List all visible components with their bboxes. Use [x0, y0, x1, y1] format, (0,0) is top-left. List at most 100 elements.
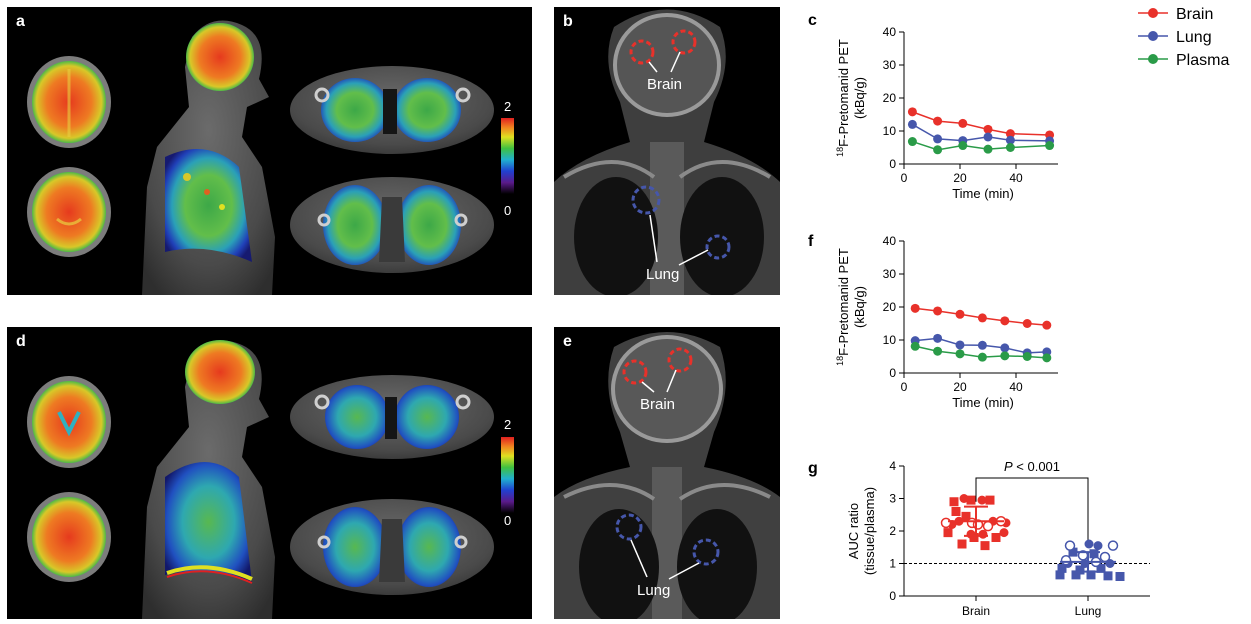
pet-panel-e: Brain Lung e — [554, 327, 780, 619]
chart-c-point-lung-4 — [1005, 135, 1015, 145]
chart-c-point-brain-2 — [958, 118, 968, 128]
chart-g-brain-circle-5 — [966, 529, 976, 539]
chart-g-brain-square-0 — [949, 497, 959, 507]
chart-c-point-plasma-1 — [933, 145, 943, 155]
roi-brain-right-e — [667, 347, 693, 373]
panel-letter-f: f — [808, 233, 814, 250]
legend-marker-lung — [1148, 31, 1158, 41]
legend-entry-plasma: Plasma — [1138, 52, 1229, 69]
panel-letter-d: d — [16, 333, 26, 350]
sagittal-lung-d — [165, 462, 252, 582]
chart-c-ylabel-unit: (kBq/g) — [852, 77, 867, 119]
chart-g-ylabel-unit: (tissue/plasma) — [862, 487, 877, 575]
panel-letter-e: e — [563, 333, 572, 350]
legend-marker-plasma — [1148, 54, 1158, 64]
chart-g-annotation-value: < 0.001 — [1013, 459, 1060, 474]
lung-label-b: Lung — [646, 266, 679, 283]
scale-max-label-d: 2 — [504, 417, 511, 432]
sagittal-brain-d — [185, 340, 255, 404]
roi-lung-right-b — [705, 234, 731, 260]
chart-g-brain-square-1 — [966, 495, 976, 505]
chart-f-ytick-label-10: 10 — [883, 333, 897, 347]
axial-lung-left-upper — [321, 78, 389, 142]
roi-brain-right-b — [671, 29, 697, 55]
chart-f-ylabel-unit: (kBq/g) — [852, 286, 867, 328]
chart-g-brain-circle-7 — [999, 528, 1009, 538]
chart-f-point-plasma-0 — [910, 341, 920, 351]
chart-c-xlabel: Time (min) — [952, 186, 1014, 201]
chart-f-point-plasma-5 — [1022, 352, 1032, 361]
chart-c-xtick-label-40: 40 — [1009, 171, 1023, 185]
chart-c-point-plasma-3 — [983, 144, 993, 154]
axial-lung-right-upper — [393, 78, 461, 142]
chart-g-significance-bracket — [975, 477, 1089, 544]
chart-c-point-brain-3 — [983, 124, 993, 134]
chart-f-point-plasma-2 — [955, 349, 965, 359]
axial-lung-left-upper-d — [325, 385, 389, 449]
chart-g-lung-square-1 — [1089, 549, 1099, 559]
chart-f-ytick-label-30: 30 — [883, 267, 897, 281]
ct-image-b: Brain Lung — [554, 9, 780, 295]
chart-c-ylabel-main: F-Pretomanid PET — [836, 39, 851, 147]
brain-label-e: Brain — [640, 396, 675, 413]
chart-c-point-plasma-2 — [958, 141, 968, 151]
chart-g-brain-square-3 — [951, 507, 961, 516]
chart-c-point-lung-0 — [907, 119, 917, 129]
legend-label-lung: Lung — [1176, 29, 1212, 46]
chart-g-ytick-label-4: 4 — [889, 459, 896, 473]
chart-c-point-lung-3 — [983, 132, 993, 142]
chart-f-ytick-label-0: 0 — [889, 366, 896, 380]
chart-g-lung-square-0 — [1068, 547, 1078, 557]
axial-lung-right-upper-d — [395, 385, 459, 449]
panel-letter-a: a — [16, 13, 25, 30]
chart-c-point-plasma-0 — [907, 137, 917, 147]
lung-label-e: Lung — [637, 582, 670, 599]
scale-min-label: 0 — [504, 203, 511, 218]
pet-image-d: 2 0 — [27, 340, 514, 619]
roi-brain-left-e — [622, 359, 648, 385]
chart-g-xtick-label-lung: Lung — [1075, 604, 1102, 618]
pet-image-a: 2 0 — [27, 20, 514, 295]
chart-g-lung-square-7 — [1086, 570, 1096, 580]
pet-panel-d: 2 0 d — [7, 327, 532, 619]
scale-min-label-d: 0 — [504, 513, 511, 528]
chart-g-lung-square-3 — [1075, 565, 1085, 575]
chart-g-annotation-p: P — [1004, 459, 1013, 474]
chart-f-ylabel-sup: 18 — [835, 356, 845, 366]
axial-brain-lower-d — [32, 497, 106, 577]
pet-panel-a: 2 0 a — [7, 7, 532, 295]
chart-g-annotation: P < 0.001 — [1004, 459, 1060, 474]
chart-f-point-brain-4 — [1000, 316, 1010, 326]
roi-lung-left-b — [631, 185, 661, 215]
chart-g-lung-square-5 — [1055, 570, 1065, 580]
chart-g-lung-square-6 — [1071, 570, 1081, 580]
legend-entry-brain: Brain — [1138, 6, 1213, 23]
color-scale-bar-a — [501, 118, 514, 194]
chart-f-xtick-label-40: 40 — [1009, 380, 1023, 394]
ct-lung-left-e — [579, 509, 659, 619]
panel-letter-g: g — [808, 460, 818, 477]
chart-g-brain-circle-1 — [977, 495, 987, 505]
chart-c-point-brain-4 — [1005, 129, 1015, 139]
axial-lung-left-lower — [323, 185, 387, 265]
chart-c-xtick-label-20: 20 — [953, 171, 967, 185]
chart-g-ytick-label-2: 2 — [889, 524, 896, 538]
roi-lung-left-e — [615, 513, 643, 541]
axial-lung-right-lower-d — [397, 507, 461, 587]
chart-g-brain-square-4 — [961, 511, 971, 521]
chart-g-lung-square-2 — [1057, 563, 1067, 573]
chart-f-point-lung-4 — [1000, 343, 1010, 353]
chart-c-ylabel-sup: 18 — [835, 147, 845, 157]
chart-c-point-plasma-4 — [1005, 143, 1015, 152]
axial-lung-right-lower — [397, 185, 461, 265]
chart-f-point-brain-5 — [1022, 319, 1032, 328]
legend-marker-brain — [1148, 8, 1158, 18]
chart-f-xtick-label-0: 0 — [901, 380, 908, 394]
chart-g-lung-open-circle-3 — [1107, 540, 1119, 551]
chart-f-point-brain-1 — [933, 306, 943, 316]
chart-g-ytick-label-1: 1 — [889, 557, 896, 571]
chart-g-brain-open-circle-4 — [982, 520, 994, 532]
roi-brain-left-b — [629, 39, 655, 65]
roi-lung-right-e — [692, 538, 720, 566]
